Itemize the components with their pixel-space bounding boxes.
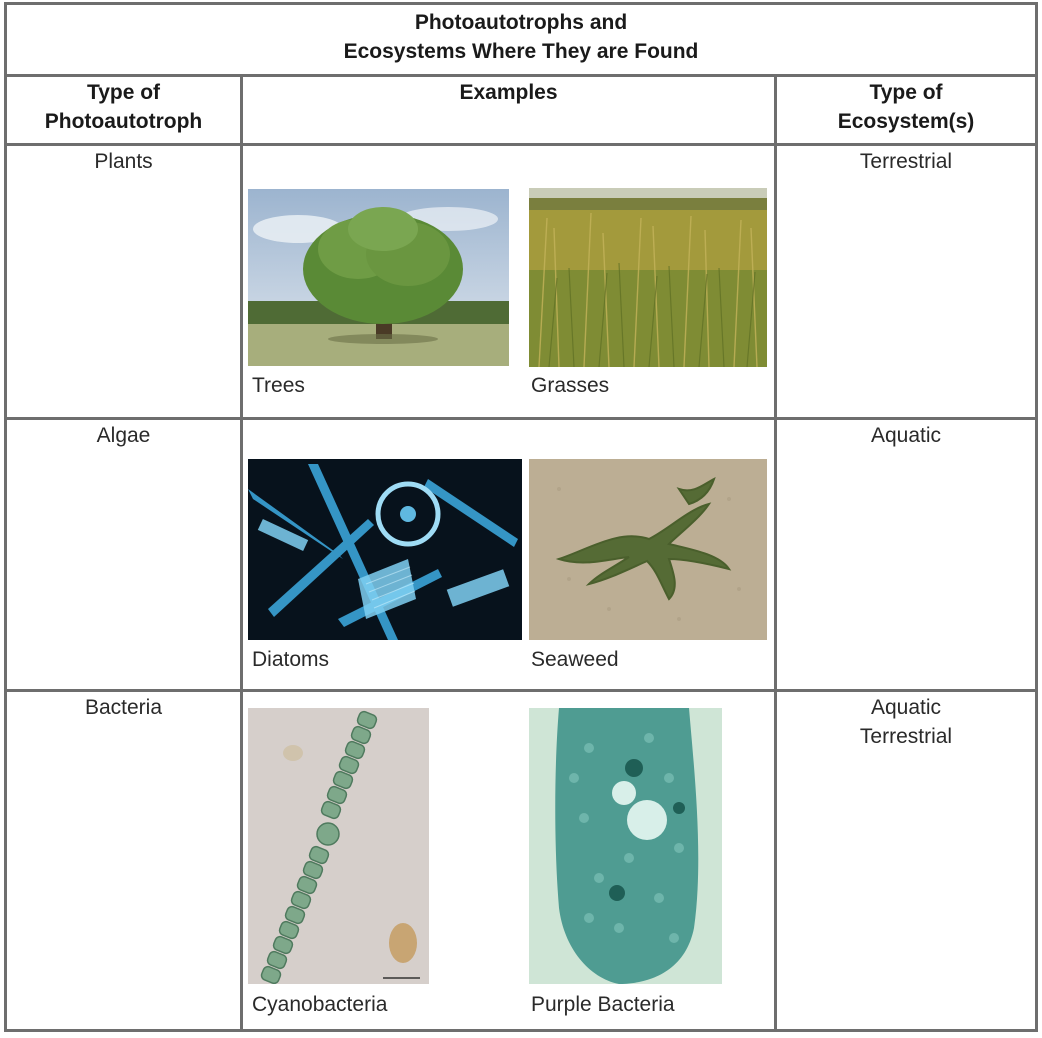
oak-tree-photo [248,189,509,366]
header-type: Type of Photoautotroph [7,78,240,136]
grassland-photo [529,188,767,367]
header-divider [7,143,1035,146]
row-bacteria-ecosystem-line2: Terrestrial [859,725,953,748]
table-title-line1: Photoautotrophs and [414,11,628,34]
row-bacteria-type: Bacteria [84,696,163,719]
row-algae-type: Algae [96,424,151,447]
header-type-line1: Type of [86,81,161,104]
caption-cyanobacteria: Cyanobacteria [252,993,388,1016]
purple-bacteria-micrograph [529,708,722,984]
col-divider-1 [240,74,243,1029]
row-divider-2 [7,689,1035,692]
row-algae-ecosystem: Aquatic [870,424,942,447]
title-divider [7,74,1035,77]
table-title-line2: Ecosystems Where They are Found [343,40,699,63]
caption-seaweed: Seaweed [531,648,619,671]
diatoms-micrograph [248,459,522,640]
header-ecosystem-line1: Type of [869,81,943,104]
seaweed-on-sand-photo [529,459,767,640]
photoautotrophs-table: Photoautotrophs and Ecosystems Where The… [4,2,1038,1032]
caption-diatoms: Diatoms [252,648,330,671]
header-examples: Examples [459,81,558,104]
caption-purple-bacteria: Purple Bacteria [531,993,675,1016]
row-divider-1 [7,417,1035,420]
header-ecosystem-line2: Ecosystem(s) [837,110,975,133]
row-bacteria-ecosystem-line1: Aquatic [870,696,942,719]
caption-trees: Trees [252,374,305,397]
col-divider-2 [774,74,777,1029]
header-ecosystem: Type of Ecosystem(s) [777,78,1035,136]
header-type-line2: Photoautotroph [44,110,203,133]
row-bacteria-ecosystem: Aquatic Terrestrial [777,693,1035,751]
row-plants-ecosystem: Terrestrial [859,150,953,173]
row-plants-type: Plants [94,150,153,173]
table-title: Photoautotrophs and Ecosystems Where The… [7,8,1035,66]
cyanobacteria-micrograph [248,708,429,984]
caption-grasses: Grasses [531,374,610,397]
